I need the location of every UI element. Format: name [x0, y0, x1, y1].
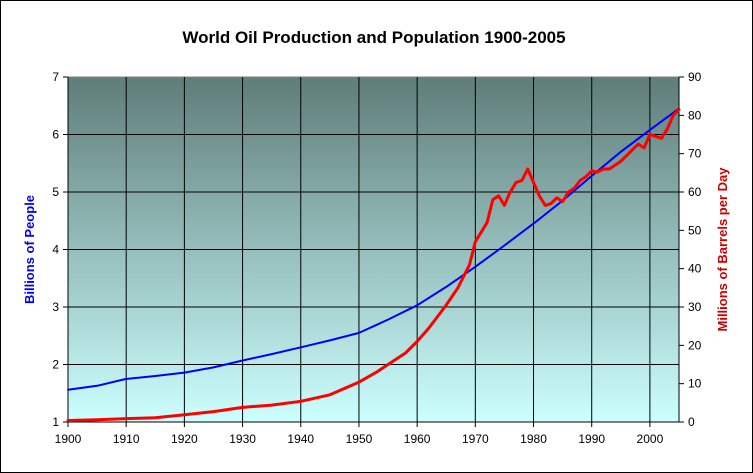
- y-left-tick-label: 2: [52, 358, 59, 372]
- chart-title: World Oil Production and Population 1900…: [182, 28, 565, 47]
- y-left-tick-label: 1: [52, 415, 59, 429]
- series-line-population: [67, 107, 680, 391]
- y-right-tick-label: 40: [688, 262, 702, 276]
- y-axis-left: 1 2 3 4 5 6 7: [52, 70, 69, 429]
- y-right-tick-label: 20: [688, 338, 702, 352]
- x-tick-label: 1920: [171, 432, 198, 446]
- x-axis: 1900 1910 1920 1930 1940 1950 1960 1970 1980 1990…: [55, 421, 679, 446]
- y-axis-left-title: Billions of People: [22, 195, 37, 304]
- x-tick-label: 1980: [520, 432, 547, 446]
- x-tick-label: 1910: [113, 432, 140, 446]
- y-right-tick-label: 90: [688, 70, 702, 84]
- y-right-tick-label: 80: [688, 108, 702, 122]
- x-tick-label: 1950: [346, 432, 373, 446]
- y-left-tick-label: 6: [52, 128, 59, 142]
- y-right-tick-label: 60: [688, 185, 702, 199]
- x-tick-label: 1930: [229, 432, 256, 446]
- x-tick-label: 1900: [55, 432, 82, 446]
- y-left-tick-label: 7: [52, 70, 59, 84]
- x-tick-label: 1940: [287, 432, 314, 446]
- y-right-tick-label: 70: [688, 147, 702, 161]
- y-axis-right: 0 10 20 30 40 50 60 70 80 90: [678, 70, 702, 429]
- series-line-oil-production: [66, 108, 681, 422]
- y-left-tick-label: 3: [52, 300, 59, 314]
- x-tick-label: 1970: [462, 432, 489, 446]
- y-right-tick-label: 50: [688, 223, 702, 237]
- x-tick-label: 1960: [404, 432, 431, 446]
- y-left-tick-label: 5: [52, 185, 59, 199]
- y-left-tick-label: 4: [52, 243, 59, 257]
- y-right-tick-label: 0: [688, 415, 695, 429]
- x-tick-label: 1990: [578, 432, 605, 446]
- y-right-tick-label: 10: [688, 377, 702, 391]
- y-right-tick-label: 30: [688, 300, 702, 314]
- x-tick-label: 2000: [637, 432, 664, 446]
- y-axis-right-title: Millions of Barrels per Day: [715, 167, 730, 332]
- grid-layer: [68, 77, 679, 422]
- series-layer: [66, 107, 681, 422]
